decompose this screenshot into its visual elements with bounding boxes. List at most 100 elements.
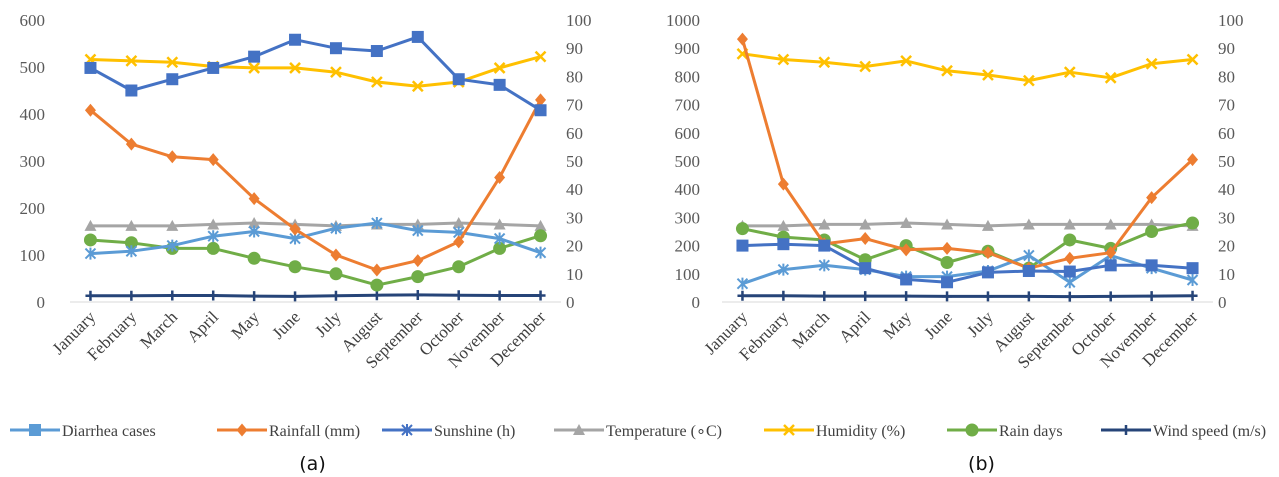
data-point (940, 256, 954, 270)
data-point (534, 219, 547, 231)
x-tick-label: July (963, 307, 997, 341)
y-right-tick-label: 10 (566, 265, 583, 284)
y-left-tick-label: 1000 (666, 11, 700, 30)
series-temperature-c (84, 217, 547, 231)
data-point (166, 219, 179, 231)
data-point (1105, 291, 1116, 302)
data-point (370, 278, 384, 292)
x-tick-label: May (227, 307, 263, 343)
series-line (742, 254, 1193, 286)
y-right-tick-label: 40 (1218, 180, 1235, 199)
data-point (329, 267, 343, 281)
data-point (248, 225, 260, 238)
data-point (859, 262, 872, 275)
y-left-tick-label: 500 (20, 58, 46, 77)
data-point (411, 270, 425, 284)
data-point (493, 218, 506, 230)
data-point (452, 217, 465, 229)
data-point (535, 93, 547, 107)
series-diarrhea-cases (736, 238, 1199, 289)
legend-marker (965, 423, 979, 437)
data-point (330, 290, 341, 301)
data-point (167, 290, 178, 301)
data-point (534, 246, 547, 259)
data-point (941, 276, 954, 289)
data-point (534, 229, 548, 243)
data-point (1063, 233, 1077, 247)
series-wind-speed-m-s (85, 289, 546, 302)
data-point (859, 218, 872, 230)
data-point (1064, 251, 1076, 265)
x-tick-label: June (268, 307, 303, 342)
data-point (736, 239, 749, 252)
x-tick-label: April (183, 307, 222, 346)
y-left-tick-label: 200 (20, 199, 46, 218)
legend-label: Rainfall (mm) (269, 423, 360, 440)
data-point (84, 103, 96, 117)
data-point (166, 239, 178, 252)
data-point (371, 263, 383, 277)
data-point (1187, 153, 1199, 167)
data-point (901, 291, 912, 302)
data-point (1022, 264, 1035, 277)
series-line (90, 293, 541, 298)
data-point (1186, 262, 1199, 275)
data-point (982, 291, 993, 302)
data-point (859, 232, 871, 246)
x-tick-label: July (311, 307, 345, 341)
y-right-tick-label: 90 (566, 39, 583, 58)
data-point (207, 218, 220, 230)
y-right-tick-label: 80 (566, 67, 583, 86)
legend-item: Rain days (947, 423, 1063, 440)
y-left-tick-label: 0 (692, 293, 701, 312)
y-right-tick-label: 50 (566, 152, 583, 171)
data-point (412, 289, 423, 300)
y-right-tick-label: 60 (1218, 124, 1235, 143)
data-point (982, 69, 994, 81)
data-point (371, 217, 383, 230)
y-right-tick-label: 60 (566, 124, 583, 143)
data-point (126, 290, 137, 301)
data-point (942, 291, 953, 302)
y-right-tick-label: 0 (1218, 293, 1227, 312)
legend-item: Temperature (∘C) (554, 423, 722, 440)
data-point (248, 50, 261, 63)
legend-label: Diarrhea cases (62, 423, 156, 440)
data-point (777, 177, 789, 191)
data-point (818, 56, 831, 69)
data-point (452, 73, 465, 86)
data-point (453, 290, 464, 301)
data-point (777, 238, 790, 251)
y-right-tick-label: 100 (1218, 11, 1244, 30)
data-point (778, 290, 789, 301)
series-line (741, 38, 1194, 270)
legend-label: Rain days (999, 423, 1063, 440)
data-point (1022, 218, 1035, 230)
data-point (1186, 274, 1199, 287)
data-point (1146, 191, 1158, 205)
data-point (735, 222, 749, 236)
data-point (208, 290, 219, 301)
data-point (1022, 74, 1035, 87)
data-point (1186, 216, 1200, 230)
data-point (818, 218, 831, 230)
data-point (736, 277, 749, 290)
data-point (207, 230, 219, 243)
data-point (124, 236, 138, 250)
data-point (1104, 71, 1117, 84)
y-left-tick-label: 100 (20, 246, 46, 265)
y-right-tick-label: 50 (1218, 152, 1235, 171)
data-point (83, 233, 97, 247)
series-line (90, 221, 541, 256)
data-point (777, 263, 790, 276)
data-point (900, 273, 913, 286)
legend-label: Humidity (%) (816, 423, 905, 440)
data-point (207, 153, 219, 167)
data-point (330, 222, 342, 235)
legend: Diarrhea cases Rainfall (mm) Sunshine (h) T… (10, 423, 1266, 440)
data-point (900, 243, 912, 257)
data-point (411, 30, 424, 43)
data-point (493, 241, 507, 255)
data-point (1064, 291, 1075, 302)
